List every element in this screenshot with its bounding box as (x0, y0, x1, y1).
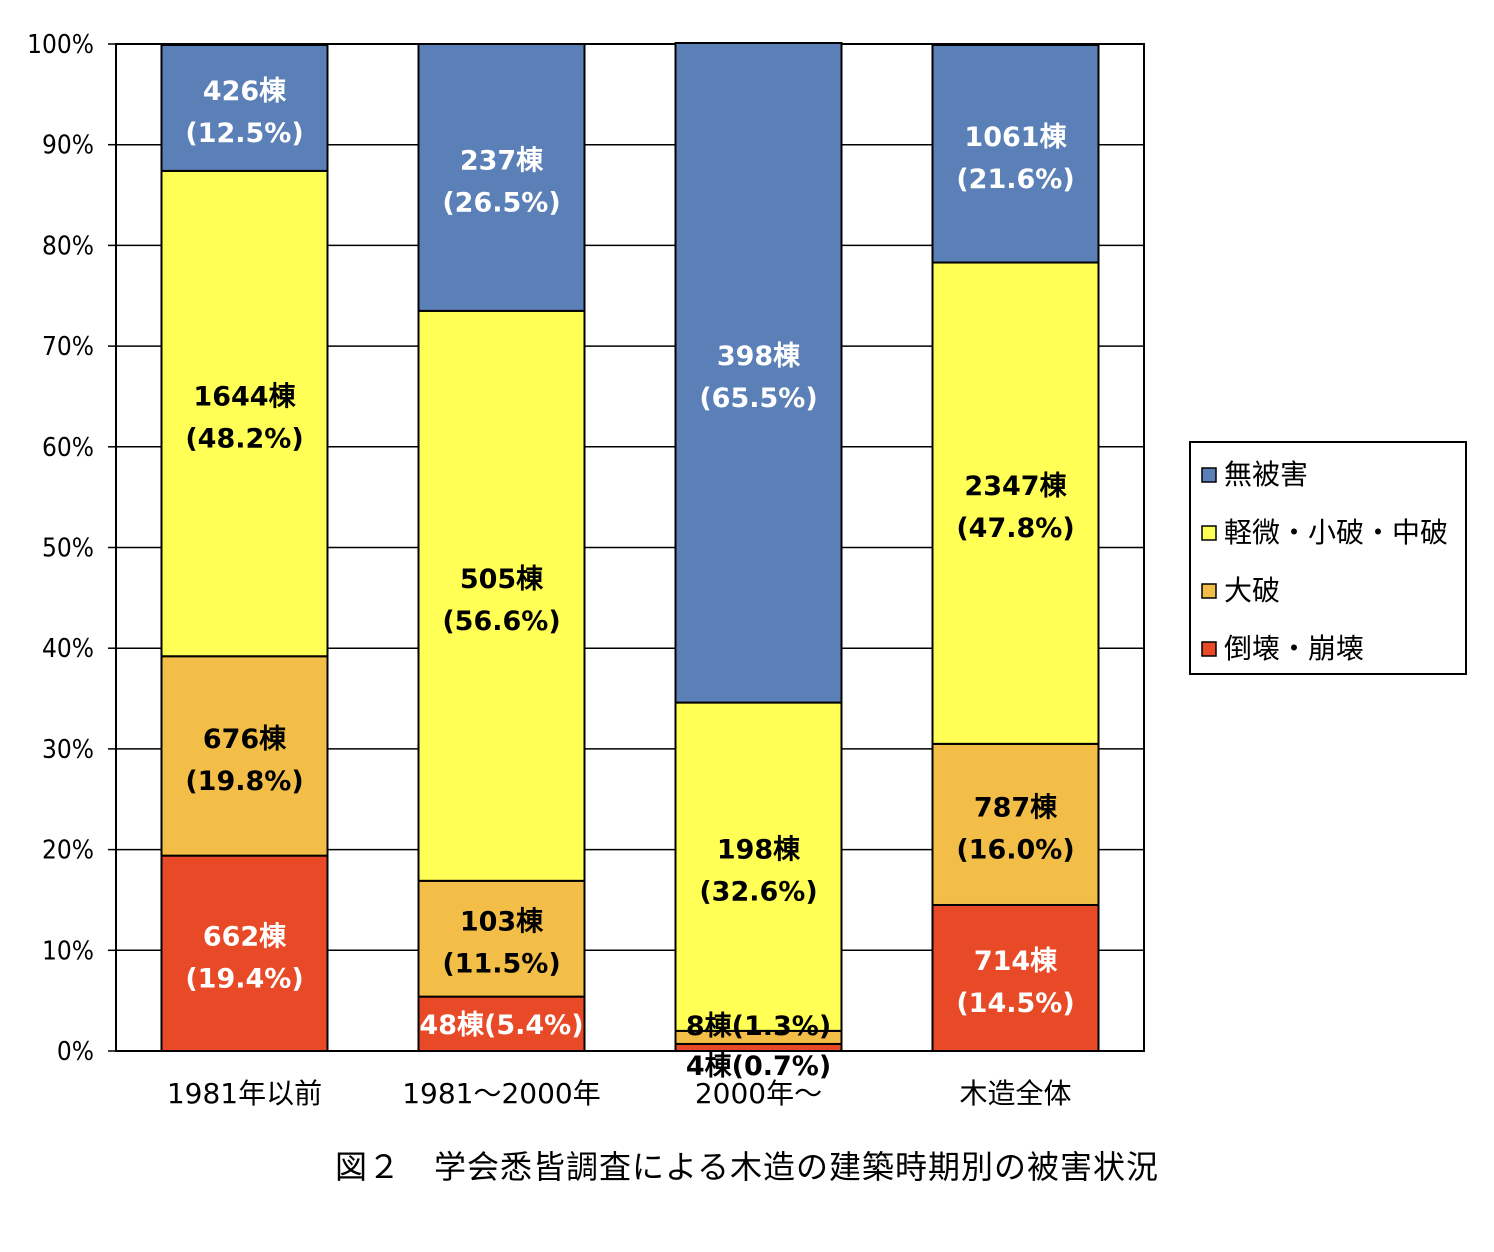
legend-label: 倒壊・崩壊 (1224, 632, 1364, 665)
bar-segment (931, 903, 1100, 1052)
data-label: (56.6%) (442, 606, 560, 637)
bar-segment (674, 701, 843, 1032)
data-label: 714棟 (974, 946, 1058, 977)
data-label: 48棟(5.4%) (419, 1010, 583, 1041)
y-tick-label: 60% (42, 433, 94, 463)
legend-label: 軽微・小破・中破 (1224, 516, 1448, 549)
bar-segment (674, 1042, 843, 1053)
data-label: (21.6%) (956, 164, 1074, 195)
data-label: 198棟 (717, 835, 801, 866)
y-tick-label: 50% (42, 534, 94, 564)
category-label: 1981年以前 (167, 1077, 322, 1110)
legend-label: 大破 (1224, 574, 1280, 607)
data-label: 398棟 (717, 341, 801, 372)
data-label: 2347棟 (964, 471, 1067, 502)
data-label: (26.5%) (442, 187, 560, 218)
y-tick-label: 0% (57, 1037, 94, 1067)
y-tick-label: 20% (42, 836, 94, 866)
legend-swatch (1201, 641, 1217, 657)
y-tick-label: 80% (42, 231, 94, 261)
data-label: 426棟 (203, 76, 287, 107)
legend-swatch (1201, 467, 1217, 483)
data-label: 103棟 (460, 907, 544, 938)
bar-segment (931, 261, 1100, 745)
data-label: 662棟 (203, 921, 287, 952)
y-tick-label: 10% (42, 936, 94, 966)
bar-segment (160, 44, 329, 172)
data-label: (47.8%) (956, 513, 1074, 544)
data-label: 237棟 (460, 145, 544, 176)
stacked-bar-chart: 0% 10% 20% 30% 40% 50% 60% 70% 80% 90% 100% 1981年以前… (27, 30, 1467, 1110)
category-label: 2000年～ (695, 1077, 822, 1110)
bar-segment (417, 309, 586, 882)
legend-box (1189, 441, 1467, 675)
data-label: 505棟 (460, 564, 544, 595)
figure-caption: 図２ 学会悉皆調査による木造の建築時期別の被害状況 (334, 1148, 1160, 1186)
bar-segment (417, 879, 586, 998)
y-tick-label: 90% (42, 131, 94, 161)
data-label: (16.0%) (956, 834, 1074, 865)
data-label: (12.5%) (185, 118, 303, 149)
category-label: 1981～2000年 (402, 1077, 601, 1110)
data-label: (19.4%) (185, 963, 303, 994)
bar-segment (931, 44, 1100, 264)
y-tick-label: 70% (42, 332, 94, 362)
data-label: 1061棟 (964, 122, 1067, 153)
legend-swatch (1201, 525, 1217, 541)
legend-swatch (1201, 583, 1217, 599)
bar-segment (160, 854, 329, 1053)
y-tick-label: 30% (42, 735, 94, 765)
data-label: 4棟(0.7%) (686, 1051, 831, 1082)
y-tick-label: 40% (42, 634, 94, 664)
data-label: (14.5%) (956, 988, 1074, 1019)
bar-segment (160, 655, 329, 857)
data-label: 1644棟 (193, 382, 296, 413)
legend-label: 無被害 (1224, 458, 1308, 491)
bar-segment (931, 742, 1100, 906)
data-label: (32.6%) (699, 877, 817, 908)
bar-segment (417, 995, 586, 1053)
data-label: (19.8%) (185, 766, 303, 797)
bar-segment (417, 43, 586, 312)
bar-segment (160, 169, 329, 658)
bar-segment (674, 41, 843, 704)
plot-area: 0% 10% 20% 30% 40% 50% 60% 70% 80% 90% 100% 1981年以前… (27, 30, 1145, 1110)
data-label: (65.5%) (699, 383, 817, 414)
category-label: 木造全体 (959, 1077, 1071, 1110)
data-label: 787棟 (974, 792, 1058, 823)
data-label: 676棟 (203, 724, 287, 755)
data-label: 8棟(1.3%) (686, 1011, 831, 1042)
y-tick-label: 100% (27, 30, 94, 60)
data-label: (11.5%) (442, 949, 560, 980)
data-label: (48.2%) (185, 424, 303, 455)
